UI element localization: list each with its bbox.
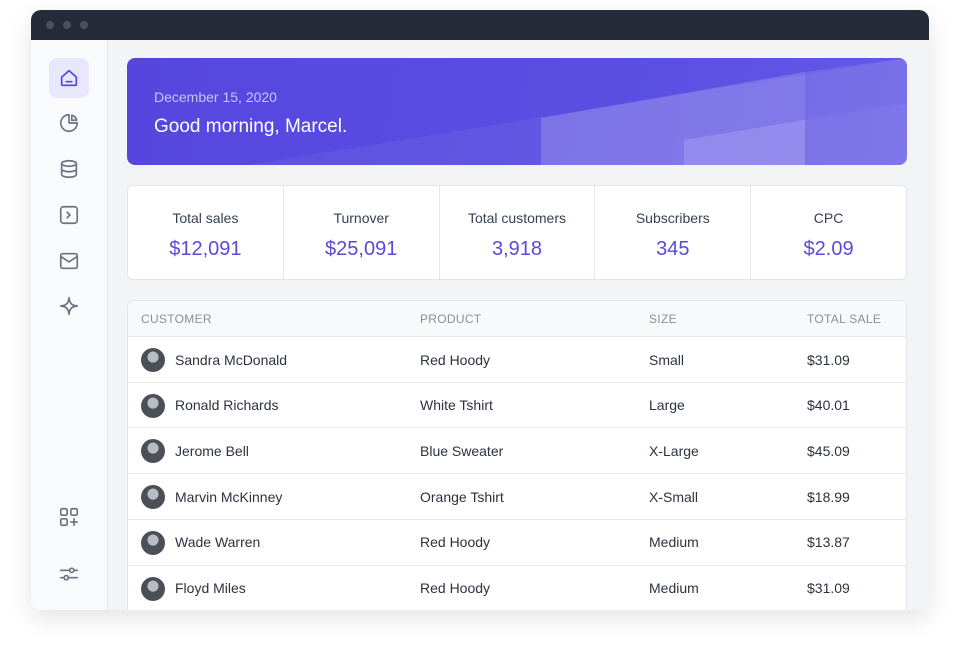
stat-label: Total customers [467,210,567,226]
table-cell: Marvin McKinney [175,488,283,505]
nav-apps[interactable] [49,497,89,537]
stat-label: Turnover [333,210,389,226]
table-cell: Medium [649,534,699,551]
avatar [141,348,165,372]
stat-value: 345 [656,238,690,260]
table-cell: Red Hoody [420,534,491,551]
table-row: Marvin McKinney Orange Tshirt X-Small $18.9… [128,473,906,519]
table-cell: Blue Sweater [420,442,504,459]
table-row: Jerome Bell Blue Sweater X-Large $45.09 [128,427,906,473]
stat-label: Subscribers [635,210,710,226]
table-cell: Sandra McDonald [175,351,288,368]
avatar [141,439,165,464]
table-row: Ronald Richards White Tshirt Large $40.01 [128,381,906,428]
table-cell: $40.01 [807,397,850,414]
window-dot [46,21,54,29]
avatar [141,576,165,601]
date: December 15, 2020 [154,89,277,105]
table-cell: Large [649,397,685,414]
greeting-banner: December 15, 2020 Good morning, Marcel. [127,58,907,165]
table-row: Wade Warren Red Hoody Medium $13.87 [128,518,906,565]
nav-settings[interactable] [49,554,89,594]
stat-value: 3,918 [491,238,543,260]
stat-cell: Subscribers 345 [595,186,752,279]
column-header: TOTAL SALE [807,312,882,326]
avatar [141,485,165,510]
window-dot [63,21,71,29]
stat-value: $25,091 [325,238,398,260]
title-bar [31,10,929,40]
banner-decoration [247,58,907,165]
stat-value: $2.09 [803,238,854,260]
stat-label: CPC [813,210,844,226]
table-cell: Jerome Bell [175,442,249,459]
stat-cell: CPC $2.09 [751,186,906,279]
nav-home[interactable] [49,58,89,98]
app-window: December 15, 2020 Good morning, Marcel. … [31,10,929,610]
table-header: CUSTOMER PRODUCT SIZE TOTAL SALE [128,301,906,337]
table-cell: Red Hoody [420,580,491,596]
nav-analytics[interactable] [49,103,89,143]
sidebar [31,40,108,610]
avatar [141,530,165,555]
table-cell: $18.99 [807,488,850,505]
column-header: CUSTOMER [141,312,212,326]
table-cell: Ronald Richards [175,397,279,414]
nav-sparkle[interactable] [49,286,89,326]
avatar [141,393,165,418]
sales-table: CUSTOMER PRODUCT SIZE TOTAL SALE Sandra McDo… [127,300,907,610]
table-cell: X-Large [649,442,699,459]
column-header: SIZE [649,312,677,326]
table-cell: White Tshirt [420,397,493,414]
table-row: Floyd Miles Red Hoody Medium $31.09 [128,564,906,611]
table-cell: Wade Warren [175,534,261,551]
table-cell: $31.09 [807,580,850,596]
greeting: Good morning, Marcel. [154,116,348,137]
nav-terminal[interactable] [49,195,89,235]
nav-mail[interactable] [49,241,89,281]
table-row: Sandra McDonald Red Hoody Small $31.09 [128,336,906,382]
stat-cell: Total sales $12,091 [128,186,284,279]
table-cell: $13.87 [807,534,850,551]
table-cell: X-Small [649,488,699,505]
nav-database[interactable] [49,149,89,189]
table-cell: Red Hoody [420,351,491,368]
stats-card: Total sales $12,091 Turnover $25,091 Total c… [127,185,907,280]
stat-cell: Turnover $25,091 [284,186,440,279]
table-cell: Medium [649,580,699,596]
column-header: PRODUCT [420,312,482,326]
table-cell: $31.09 [807,351,850,368]
table-cell: Floyd Miles [175,580,246,596]
stat-label: Total sales [172,210,239,226]
stat-cell: Total customers 3,918 [440,186,596,279]
window-dot [80,21,88,29]
table-cell: $45.09 [807,442,850,459]
table-cell: Orange Tshirt [420,488,504,505]
table-cell: Small [649,351,685,368]
stat-value: $12,091 [169,238,242,260]
